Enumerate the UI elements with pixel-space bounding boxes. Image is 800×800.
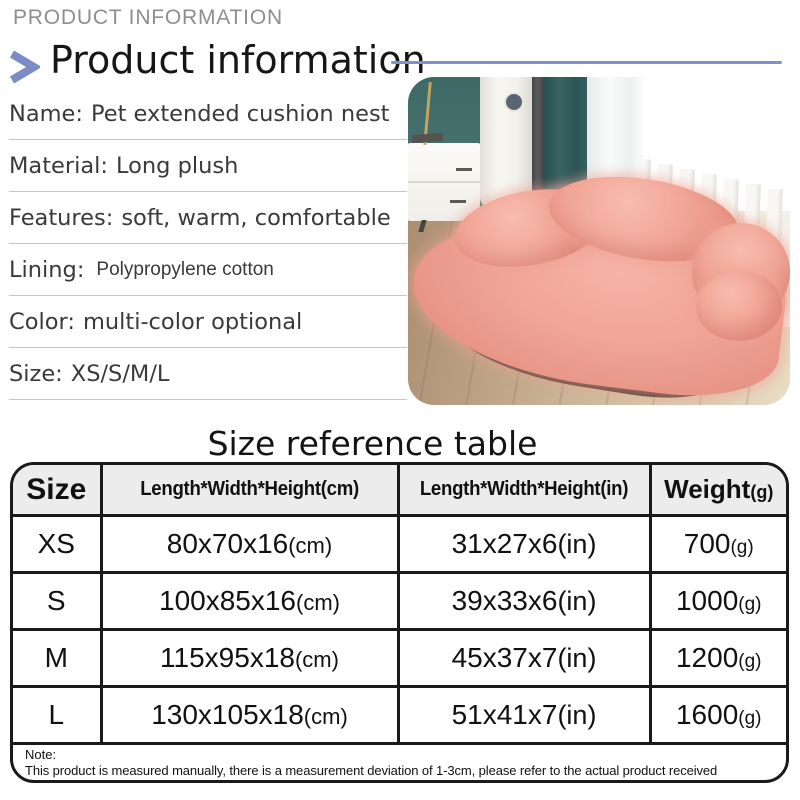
attribute-row-material: Material: Long plush xyxy=(9,140,407,192)
attribute-label: Material: xyxy=(9,153,108,179)
attribute-value: multi-color optional xyxy=(82,309,303,335)
cell-dims-cm: 115x95x18(cm) xyxy=(101,629,400,688)
attribute-label: Features: xyxy=(9,205,114,231)
product-attributes-list: Name: Pet extended cushion nest Material… xyxy=(9,88,407,400)
photo-pet-bed-bolster-end xyxy=(696,271,782,341)
cell-weight: 700(g) xyxy=(650,515,786,574)
table-row-l: L 130x105x18(cm) 51x41x7(in) 1600(g) xyxy=(13,686,786,745)
page-title: Product information xyxy=(50,38,426,82)
photo-window-frame xyxy=(530,77,546,209)
table-row-m: M 115x95x18(cm) 45x37x7(in) 1200(g) xyxy=(13,629,786,688)
attribute-label: Size: xyxy=(9,361,63,387)
photo-drawer-handle xyxy=(456,168,472,171)
table-row-s: S 100x85x16(cm) 39x33x6(in) 1000(g) xyxy=(13,572,786,631)
cell-size: XS xyxy=(13,515,103,574)
table-header-row: Size Length*Width*Height(cm) Length*Widt… xyxy=(13,465,786,517)
cell-dims-in: 39x33x6(in) xyxy=(398,572,652,631)
note-text: This product is measured manually, there… xyxy=(25,762,718,778)
size-table-title: Size reference table xyxy=(207,424,538,463)
col-header-size: Size xyxy=(13,465,103,517)
attribute-row-size: Size: XS/S/M/L xyxy=(9,348,407,400)
cell-dims-cm: 80x70x16(cm) xyxy=(101,515,400,574)
col-header-dims-cm: Length*Width*Height(cm) xyxy=(101,465,400,517)
attribute-value: soft, warm, comfortable xyxy=(121,205,391,231)
note-label: Note: xyxy=(25,747,57,762)
cell-weight: 1000(g) xyxy=(650,572,786,631)
attribute-value: Polypropylene cotton xyxy=(96,259,274,280)
attribute-label: Lining: xyxy=(9,257,85,283)
cell-dims-cm: 130x105x18(cm) xyxy=(101,686,400,745)
photo-nightstand-drawer-line xyxy=(408,181,480,183)
cell-size: S xyxy=(13,572,103,631)
attribute-label: Name: xyxy=(9,101,83,127)
attribute-row-name: Name: Pet extended cushion nest xyxy=(9,88,407,140)
attribute-row-lining: Lining: Polypropylene cotton xyxy=(9,244,407,296)
cell-dims-in: 45x37x7(in) xyxy=(398,629,652,688)
photo-drawer-handle xyxy=(450,200,466,203)
attribute-value: XS/S/M/L xyxy=(70,361,170,387)
cell-weight: 1600(g) xyxy=(650,686,786,745)
photo-air-purifier xyxy=(480,77,532,207)
cell-weight: 1200(g) xyxy=(650,629,786,688)
cell-size: M xyxy=(13,629,103,688)
title-underline-rule xyxy=(391,61,782,64)
product-photo xyxy=(408,77,790,405)
measurement-note: Note: This product is measured manually,… xyxy=(13,745,786,779)
cell-size: L xyxy=(13,686,103,745)
cell-dims-in: 31x27x6(in) xyxy=(398,515,652,574)
eyebrow-label: PRODUCT INFORMATION xyxy=(13,6,283,29)
cell-dims-in: 51x41x7(in) xyxy=(398,686,652,745)
attribute-value: Long plush xyxy=(116,153,239,179)
attribute-label: Color: xyxy=(9,309,75,335)
size-reference-table: Size Length*Width*Height(cm) Length*Widt… xyxy=(10,462,789,783)
col-header-dims-in: Length*Width*Height(in) xyxy=(398,465,652,517)
col-header-weight: Weight(g) xyxy=(650,465,786,517)
attribute-row-color: Color: multi-color optional xyxy=(9,296,407,348)
cell-dims-cm: 100x85x16(cm) xyxy=(101,572,400,631)
table-row-xs: XS 80x70x16(cm) 31x27x6(in) 700(g) xyxy=(13,515,786,574)
chevron-right-icon xyxy=(9,50,40,84)
attribute-value: Pet extended cushion nest xyxy=(90,101,390,127)
attribute-row-features: Features: soft, warm, comfortable xyxy=(9,192,407,244)
